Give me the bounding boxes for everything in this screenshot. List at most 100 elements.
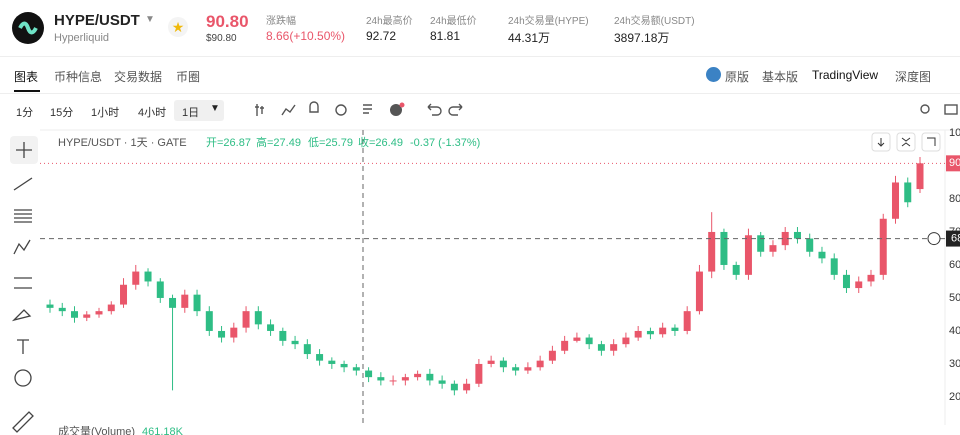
- interval[interactable]: 1分: [16, 107, 34, 119]
- candle-body: [769, 245, 777, 252]
- candle-body: [744, 235, 752, 275]
- fullscreen-bg: [921, 132, 941, 152]
- candle-body: [781, 231, 789, 246]
- candle-body: [156, 281, 164, 298]
- y-tick-label: 60: [949, 259, 960, 271]
- candle-body: [389, 380, 397, 382]
- view-option[interactable]: 深度图: [895, 70, 932, 84]
- volume-label: 成交量(Volume): [58, 424, 135, 435]
- candle-body: [879, 218, 887, 275]
- candle-body: [916, 163, 924, 190]
- search[interactable]: [920, 104, 930, 114]
- candle-body: [585, 337, 593, 345]
- candle-body: [842, 274, 850, 289]
- candle-body: [622, 337, 630, 345]
- candle-body: [671, 327, 679, 331]
- candle-body: [548, 350, 556, 361]
- template-tool[interactable]: [363, 104, 372, 114]
- candle-body: [512, 367, 520, 371]
- candle-body: [144, 271, 152, 282]
- pattern-tool[interactable]: [13, 239, 31, 255]
- view-option[interactable]: 基本版: [762, 70, 799, 84]
- candle-body: [377, 377, 385, 381]
- y-tick-label: 50: [949, 292, 960, 304]
- fib-tool[interactable]: [14, 209, 32, 223]
- legend-change: -0.37 (-1.37%): [410, 137, 480, 149]
- candle-body: [132, 271, 140, 285]
- candle-body: [830, 258, 838, 275]
- add-indicator[interactable]: [390, 104, 402, 116]
- candle-body: [818, 251, 826, 259]
- stat-label: 24h交易额(USDT): [614, 16, 695, 27]
- candle-tool[interactable]: [255, 104, 264, 116]
- brush-tool[interactable]: [11, 309, 32, 322]
- view-option[interactable]: TradingView: [812, 68, 879, 82]
- candle-body: [573, 337, 581, 341]
- candle-body: [340, 363, 348, 368]
- candle-body: [597, 344, 605, 351]
- candle-body: [83, 314, 91, 318]
- tab[interactable]: 交易数据: [114, 70, 163, 84]
- tab[interactable]: 币种信息: [54, 70, 103, 84]
- y-tick-label: 100: [949, 127, 960, 139]
- candle-body: [732, 264, 740, 275]
- interval-dropdown[interactable]: ▼: [210, 103, 220, 114]
- candle-body: [708, 231, 716, 272]
- dropdown-arrow[interactable]: ▼: [145, 14, 155, 25]
- fullscreen[interactable]: [927, 137, 936, 146]
- y-tick-label: 80: [949, 193, 960, 205]
- candle-body: [107, 304, 115, 312]
- snapshot[interactable]: [944, 104, 958, 115]
- stat-label: 24h交易量(HYPE): [508, 16, 589, 27]
- prediction-tool[interactable]: [14, 277, 32, 289]
- interval[interactable]: 15分: [50, 107, 74, 119]
- crosshair-tag-bg: [946, 230, 960, 247]
- candle-body: [316, 354, 324, 361]
- text-tool[interactable]: [17, 339, 29, 354]
- candle-body: [71, 311, 79, 318]
- stat-value: 92.72: [366, 29, 397, 43]
- tab[interactable]: 币圈: [176, 70, 201, 84]
- symbol[interactable]: HYPE/USDT: [54, 12, 140, 29]
- candle-body: [58, 307, 66, 312]
- volume-value: 461.18K: [142, 426, 184, 435]
- candle-body: [487, 360, 495, 364]
- candle-body: [720, 231, 728, 265]
- add-alert: [927, 232, 941, 246]
- last-price-tag: 90.8: [949, 157, 960, 169]
- trendline-tool[interactable]: [13, 177, 33, 191]
- ruler-tool[interactable]: [12, 411, 34, 433]
- candle-body: [659, 327, 667, 335]
- favorite[interactable]: ★: [168, 17, 188, 37]
- redo[interactable]: [448, 103, 463, 116]
- emoji-tool[interactable]: [14, 369, 32, 387]
- interval[interactable]: 1日: [182, 107, 200, 119]
- undo[interactable]: [427, 103, 442, 116]
- crosshair-tool[interactable]: [16, 142, 32, 158]
- interval-active-bg: [174, 100, 224, 121]
- candle-body: [352, 367, 360, 371]
- candle-body: [438, 380, 446, 384]
- stat-value: 8.66(+10.50%): [266, 29, 346, 43]
- collapse-bg: [896, 132, 916, 152]
- candle-body: [193, 294, 201, 312]
- arrow-down[interactable]: [877, 138, 885, 147]
- alert-tool[interactable]: [309, 101, 319, 113]
- tab[interactable]: 图表: [14, 70, 39, 84]
- candle-body: [475, 363, 483, 384]
- candle-body: [499, 360, 507, 368]
- view-option[interactable]: 原版: [725, 70, 750, 84]
- candle-body: [683, 311, 691, 331]
- candle-body: [95, 311, 103, 315]
- candle-body: [634, 330, 642, 338]
- replay-tool[interactable]: [335, 104, 347, 116]
- candle-body: [267, 324, 275, 331]
- stat-value: 81.81: [430, 29, 461, 43]
- stat-label: 24h最低价: [430, 16, 477, 27]
- indicator-tool[interactable]: [281, 104, 296, 116]
- interval[interactable]: 1小时: [91, 107, 120, 119]
- interval[interactable]: 4小时: [138, 107, 167, 119]
- collapse[interactable]: [901, 137, 911, 147]
- candle-body: [46, 304, 54, 308]
